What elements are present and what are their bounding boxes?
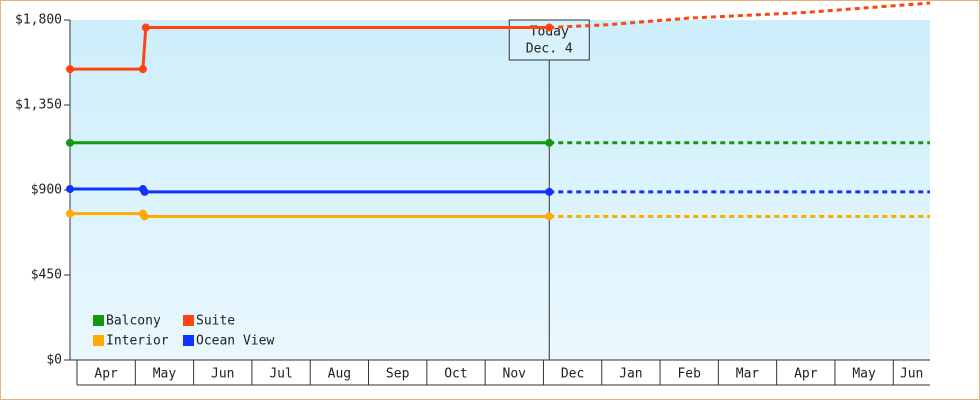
x-tick-label: Mar <box>736 367 760 382</box>
x-tick-label: May <box>852 367 876 382</box>
today-label: Dec. 4 <box>526 42 573 57</box>
x-tick-label: Feb <box>677 367 701 382</box>
x-tick-label: May <box>153 367 177 382</box>
price-point <box>66 209 74 218</box>
x-tick-label: Jul <box>269 367 292 382</box>
x-tick-label: Sep <box>386 367 410 382</box>
price-line <box>70 26 550 71</box>
price-point <box>545 212 554 221</box>
x-tick-label: Jan <box>619 367 642 382</box>
x-tick-label: Aug <box>328 367 351 382</box>
x-tick-label: Apr <box>94 367 118 382</box>
price-point <box>66 65 74 74</box>
legend-swatch <box>93 315 104 326</box>
legend-label: Interior <box>106 334 169 349</box>
y-tick-label: $900 <box>31 183 62 198</box>
legend-label: Suite <box>196 314 235 329</box>
forecast-line <box>549 1 931 30</box>
x-tick-label: Jun <box>900 367 923 382</box>
price-point <box>140 187 149 196</box>
price-point <box>66 138 74 147</box>
price-point <box>545 138 554 147</box>
x-tick-label: Jun <box>211 367 234 382</box>
y-tick-label: $1,800 <box>15 13 62 28</box>
x-tick-label: Oct <box>444 367 467 382</box>
legend-label: Balcony <box>106 314 161 329</box>
legend-label: Ocean View <box>196 334 274 349</box>
price-point <box>66 185 74 194</box>
x-tick-label: Apr <box>794 367 818 382</box>
legend-swatch <box>93 335 104 346</box>
x-tick-label: Nov <box>503 367 527 382</box>
y-tick-label: $0 <box>46 353 62 368</box>
price-point <box>140 212 149 221</box>
legend-swatch <box>183 335 194 346</box>
price-point <box>138 65 147 74</box>
price-point <box>545 23 554 32</box>
price-point <box>141 23 150 32</box>
y-tick-label: $1,350 <box>15 98 62 113</box>
legend-swatch <box>183 315 194 326</box>
x-tick-label: Dec <box>561 367 584 382</box>
y-tick-label: $450 <box>31 268 62 283</box>
plot-area <box>70 20 930 360</box>
price-point <box>545 187 554 196</box>
